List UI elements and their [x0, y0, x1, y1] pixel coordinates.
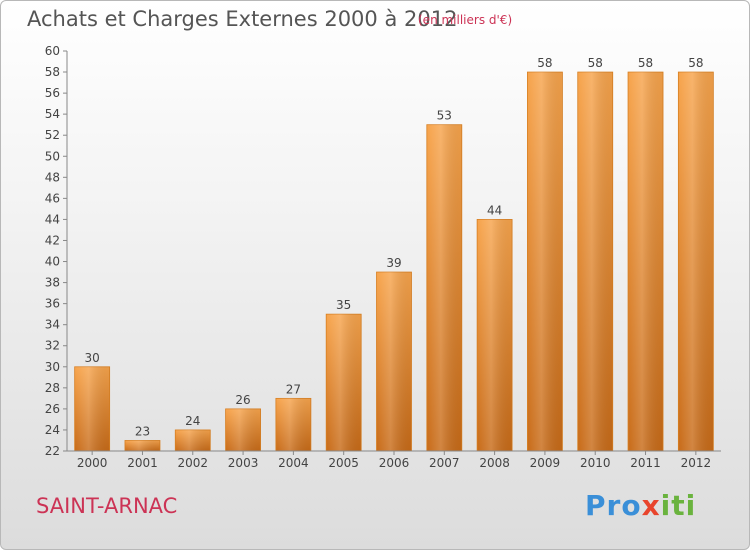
x-tick-label: 2009 — [530, 456, 561, 470]
bar-value-label: 58 — [588, 56, 603, 70]
y-tick-label: 58 — [45, 65, 60, 79]
x-tick-label: 2011 — [630, 456, 661, 470]
x-tick-label: 2008 — [479, 456, 510, 470]
y-tick-label: 32 — [45, 339, 60, 353]
y-axis: 22 24 26 28 30 32 34 36 38 40 42 44 46 48 50 52 54 56 58 60 — [45, 44, 68, 458]
bar-value-label: 24 — [185, 414, 200, 428]
y-tick-label: 60 — [45, 44, 60, 58]
bar-highlight — [175, 429, 211, 451]
bar-highlight — [376, 272, 412, 451]
y-tick-label: 24 — [45, 423, 60, 437]
bar-value-label: 35 — [336, 298, 351, 312]
y-tick-label: 30 — [45, 360, 60, 374]
y-tick-label: 54 — [45, 107, 60, 121]
y-tick-label: 52 — [45, 128, 60, 142]
bar-highlight — [527, 72, 563, 451]
bar-value-label: 27 — [286, 382, 301, 396]
bar-value-label: 58 — [638, 56, 653, 70]
y-tick-label: 34 — [45, 318, 60, 332]
logo-part-pro: Pro — [585, 489, 642, 522]
x-tick-label: 2010 — [580, 456, 611, 470]
y-tick-label: 38 — [45, 276, 60, 290]
y-tick-label: 48 — [45, 170, 60, 184]
bar-highlight — [577, 72, 613, 451]
bar-value-label: 53 — [437, 109, 452, 123]
bar-value-label: 58 — [688, 56, 703, 70]
logo-part-iti: iti — [660, 489, 697, 522]
y-tick-label: 56 — [45, 86, 60, 100]
bar-highlight — [628, 72, 664, 451]
x-tick-label: 2000 — [77, 456, 108, 470]
y-tick-label: 42 — [45, 233, 60, 247]
bar-highlight — [74, 366, 110, 451]
y-tick-label: 26 — [45, 402, 60, 416]
bar-highlight — [275, 398, 311, 451]
bar-value-label: 26 — [235, 393, 250, 407]
bar-highlight — [124, 440, 160, 451]
bar-value-label: 30 — [85, 351, 100, 365]
x-tick-label: 2003 — [228, 456, 259, 470]
proxiti-logo: Proxiti — [585, 489, 696, 522]
y-tick-label: 40 — [45, 255, 60, 269]
y-tick-label: 50 — [45, 149, 60, 163]
y-tick-label: 44 — [45, 212, 60, 226]
commune-name: SAINT-ARNAC — [36, 494, 178, 518]
bar-series: 30 23 24 26 27 35 39 53 44 58 58 58 58 — [74, 56, 714, 452]
logo-part-x: x — [641, 489, 661, 522]
x-axis: 2000 2001 2002 2003 2004 2005 2006 2007 2008 2009… — [67, 450, 721, 470]
x-tick-label: 2007 — [429, 456, 460, 470]
x-tick-label: 2012 — [681, 456, 712, 470]
bar-highlight — [678, 72, 714, 451]
bar-highlight — [426, 124, 462, 452]
bar-value-label: 44 — [487, 203, 502, 217]
chart-title: Achats et Charges Externes 2000 à 2012 — [27, 7, 458, 31]
bar-highlight — [477, 219, 513, 451]
x-tick-label: 2001 — [127, 456, 158, 470]
x-tick-label: 2006 — [379, 456, 410, 470]
y-tick-label: 22 — [45, 444, 60, 458]
bar-value-label: 39 — [386, 256, 401, 270]
y-tick-label: 46 — [45, 191, 60, 205]
y-tick-label: 28 — [45, 381, 60, 395]
x-tick-label: 2002 — [177, 456, 208, 470]
bar-highlight — [326, 314, 362, 451]
bar-highlight — [225, 408, 261, 451]
y-tick-label: 36 — [45, 297, 60, 311]
bar-value-label: 23 — [135, 424, 150, 438]
x-tick-label: 2005 — [328, 456, 359, 470]
x-tick-label: 2004 — [278, 456, 309, 470]
bar-value-label: 58 — [537, 56, 552, 70]
chart-subtitle: (en milliers d'€) — [418, 13, 513, 27]
